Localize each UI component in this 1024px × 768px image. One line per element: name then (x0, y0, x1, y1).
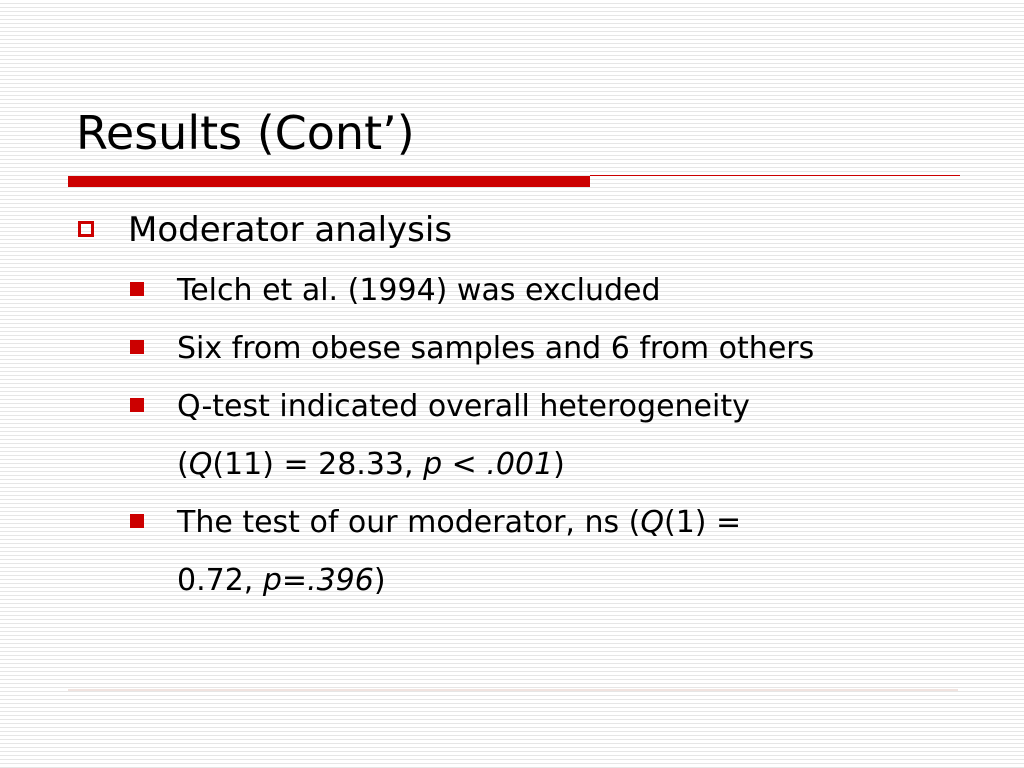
text-run: ( (177, 447, 189, 482)
filled-square-bullet-icon (130, 282, 144, 296)
slide-title: Results (Cont’) (76, 106, 415, 160)
footer-divider (68, 689, 958, 691)
title-underline (68, 176, 590, 187)
italic-run: Q (188, 447, 213, 482)
italic-run: p (423, 447, 443, 482)
sub-bullet-text: The test of our moderator, ns (Q(1) = 0.… (177, 494, 990, 610)
text-run: Q-test indicated overall heterogeneity (177, 389, 750, 424)
filled-square-bullet-icon (130, 340, 144, 354)
sub-bullet-item: Telch et al. (1994) was excluded (130, 262, 990, 320)
hollow-square-bullet-icon (78, 221, 94, 237)
text-run: ) (373, 563, 386, 598)
sub-bullet-text: Q-test indicated overall heterogeneity (… (177, 378, 990, 494)
sub-bullet-text: Telch et al. (1994) was excluded (177, 262, 990, 320)
sub-bullet-line: Telch et al. (1994) was excluded (177, 262, 990, 320)
sub-bullet-line: Q-test indicated overall heterogeneity (177, 378, 990, 436)
text-run: < (442, 447, 487, 482)
sub-bullet-text: Six from obese samples and 6 from others (177, 320, 990, 378)
text-run: Telch et al. (1994) was excluded (177, 273, 661, 308)
sub-bullet-line: (Q(11) = 28.33, p < .001) (177, 436, 990, 494)
text-run: Six from obese samples and 6 from others (177, 331, 815, 366)
italic-run: .001 (486, 447, 554, 482)
text-run: 0.72, (177, 563, 263, 598)
sub-bullet-line: Six from obese samples and 6 from others (177, 320, 990, 378)
filled-square-bullet-icon (130, 514, 144, 528)
main-bullet-text: Moderator analysis (128, 210, 453, 250)
sub-bullet-item: Q-test indicated overall heterogeneity (… (130, 378, 990, 494)
sub-bullet-list: Telch et al. (1994) was excluded Six fro… (130, 262, 990, 610)
sub-bullet-line: The test of our moderator, ns (Q(1) = (177, 494, 990, 552)
title-underline-thin (590, 175, 960, 176)
text-run: ) (553, 447, 565, 482)
text-run: (1) = (664, 505, 742, 540)
italic-run: Q (640, 505, 664, 540)
italic-run: p=.396 (262, 563, 374, 598)
sub-bullet-line: 0.72, p=.396) (177, 552, 990, 610)
filled-square-bullet-icon (130, 398, 144, 412)
text-run: The test of our moderator, ns ( (177, 505, 641, 540)
sub-bullet-item: The test of our moderator, ns (Q(1) = 0.… (130, 494, 990, 610)
sub-bullet-item: Six from obese samples and 6 from others (130, 320, 990, 378)
text-run: (11) = 28.33, (212, 447, 424, 482)
